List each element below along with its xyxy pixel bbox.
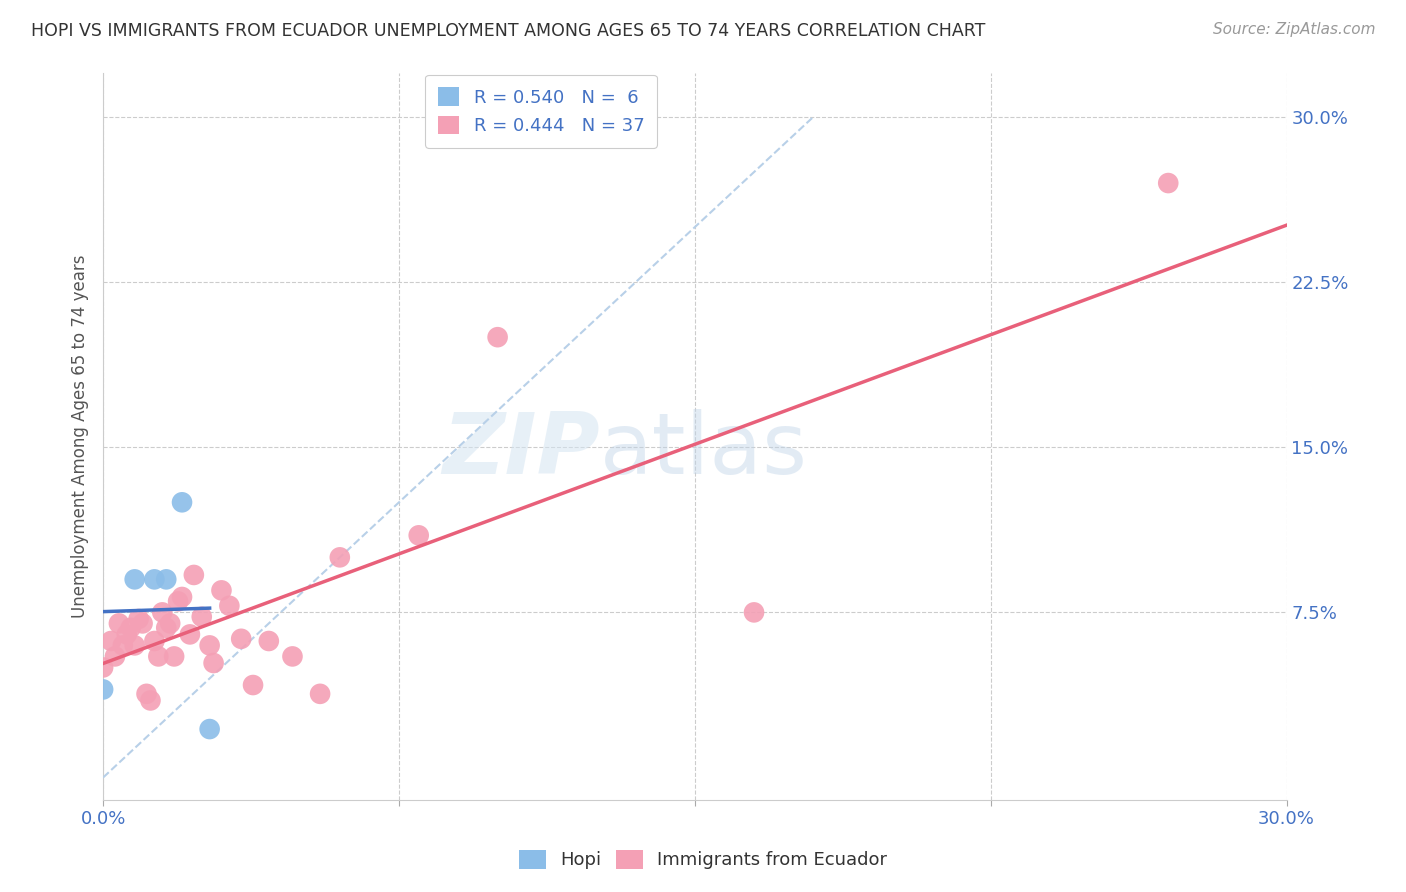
Point — [135, 687, 157, 701]
Text: HOPI VS IMMIGRANTS FROM ECUADOR UNEMPLOYMENT AMONG AGES 65 TO 74 YEARS CORRELATI: HOPI VS IMMIGRANTS FROM ECUADOR UNEMPLOY… — [31, 22, 986, 40]
Point — [159, 616, 181, 631]
Point — [139, 693, 162, 707]
Point — [202, 656, 225, 670]
Point — [155, 621, 177, 635]
Point — [155, 573, 177, 587]
Point — [170, 590, 193, 604]
Point — [91, 682, 114, 697]
Point — [190, 609, 212, 624]
Point — [242, 678, 264, 692]
Text: atlas: atlas — [600, 409, 808, 492]
Point — [143, 573, 166, 587]
Point — [120, 621, 142, 635]
Point — [111, 639, 134, 653]
Point — [408, 528, 430, 542]
Point — [309, 687, 332, 701]
Point — [183, 568, 205, 582]
Point — [150, 606, 173, 620]
Point — [231, 632, 253, 646]
Point — [218, 599, 240, 613]
Point — [1157, 176, 1180, 190]
Point — [486, 330, 509, 344]
Point — [329, 550, 352, 565]
Point — [91, 660, 114, 674]
Point — [211, 583, 233, 598]
Point — [143, 634, 166, 648]
Text: Source: ZipAtlas.com: Source: ZipAtlas.com — [1212, 22, 1375, 37]
Point — [108, 616, 131, 631]
Point — [104, 649, 127, 664]
Point — [131, 616, 153, 631]
Point — [198, 722, 221, 736]
Point — [115, 627, 138, 641]
Point — [124, 573, 146, 587]
Point — [167, 594, 190, 608]
Legend: Hopi, Immigrants from Ecuador: Hopi, Immigrants from Ecuador — [509, 841, 897, 879]
Point — [124, 639, 146, 653]
Point — [198, 639, 221, 653]
Legend: R = 0.540   N =  6, R = 0.444   N = 37: R = 0.540 N = 6, R = 0.444 N = 37 — [425, 75, 657, 148]
Point — [281, 649, 304, 664]
Point — [179, 627, 201, 641]
Text: ZIP: ZIP — [443, 409, 600, 492]
Point — [163, 649, 186, 664]
Point — [742, 606, 765, 620]
Point — [257, 634, 280, 648]
Point — [170, 495, 193, 509]
Point — [128, 612, 150, 626]
Point — [100, 634, 122, 648]
Point — [148, 649, 170, 664]
Y-axis label: Unemployment Among Ages 65 to 74 years: Unemployment Among Ages 65 to 74 years — [72, 254, 89, 618]
